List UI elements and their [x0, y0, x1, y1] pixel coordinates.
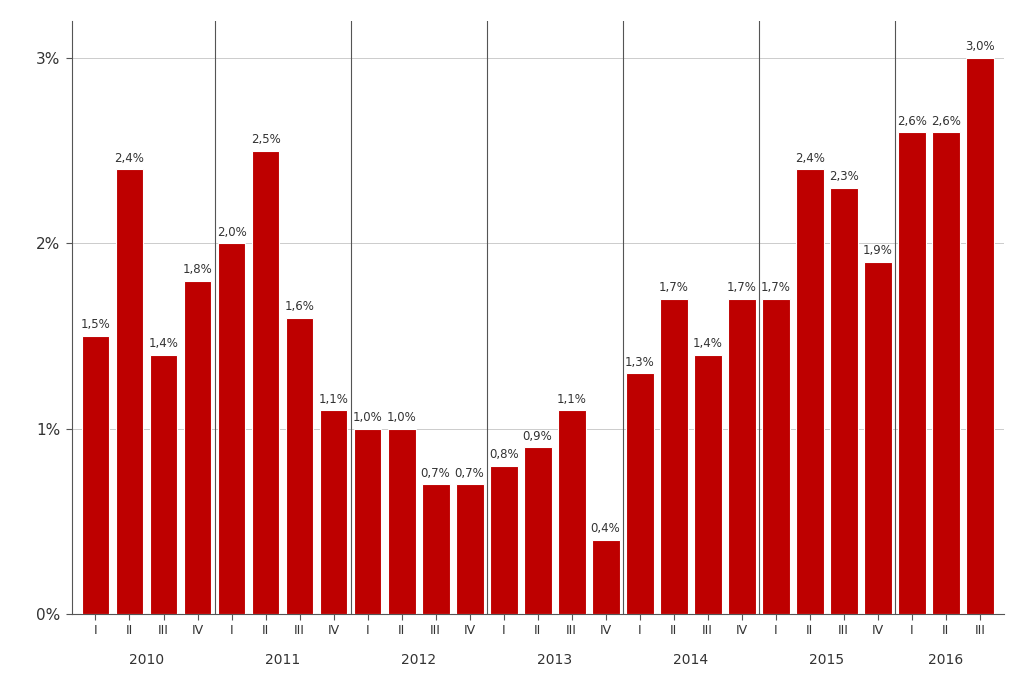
Text: 2011: 2011 — [265, 653, 300, 667]
Text: 2016: 2016 — [928, 653, 964, 667]
Bar — [286, 318, 313, 614]
Bar — [659, 299, 687, 614]
Text: 2,6%: 2,6% — [931, 114, 961, 128]
Text: 1,1%: 1,1% — [318, 393, 348, 406]
Text: 2,0%: 2,0% — [217, 225, 247, 239]
Text: 0,7%: 0,7% — [455, 467, 484, 480]
Text: 0,9%: 0,9% — [522, 430, 553, 443]
Text: 1,7%: 1,7% — [761, 281, 791, 295]
Bar — [966, 58, 993, 614]
Text: 0,8%: 0,8% — [488, 448, 518, 461]
Bar — [116, 170, 143, 614]
Bar — [82, 336, 110, 614]
Bar — [353, 429, 382, 614]
Text: 2014: 2014 — [673, 653, 709, 667]
Bar — [252, 151, 280, 614]
Text: 2013: 2013 — [537, 653, 572, 667]
Bar — [693, 355, 722, 614]
Bar — [150, 355, 177, 614]
Text: 2012: 2012 — [401, 653, 436, 667]
Bar — [489, 466, 517, 614]
Text: 2,6%: 2,6% — [897, 114, 927, 128]
Bar — [217, 244, 246, 614]
Text: 1,6%: 1,6% — [285, 300, 314, 313]
Text: 1,8%: 1,8% — [182, 263, 212, 276]
Bar — [932, 132, 959, 614]
Bar — [728, 299, 756, 614]
Bar — [829, 188, 858, 614]
Text: 1,0%: 1,0% — [352, 411, 382, 424]
Bar — [319, 410, 347, 614]
Text: 2,3%: 2,3% — [828, 170, 858, 183]
Bar — [422, 484, 450, 614]
Text: 1,5%: 1,5% — [81, 318, 111, 332]
Text: 1,7%: 1,7% — [658, 281, 688, 295]
Text: 1,4%: 1,4% — [692, 337, 723, 350]
Text: 1,7%: 1,7% — [727, 281, 757, 295]
Text: 2,5%: 2,5% — [251, 133, 281, 146]
Bar — [898, 132, 926, 614]
Text: 0,4%: 0,4% — [591, 522, 621, 535]
Bar — [456, 484, 483, 614]
Bar — [796, 170, 823, 614]
Bar — [523, 447, 552, 614]
Bar — [183, 281, 212, 614]
Bar — [864, 262, 892, 614]
Text: 1,1%: 1,1% — [557, 393, 587, 406]
Text: 3,0%: 3,0% — [965, 40, 994, 53]
Bar — [388, 429, 416, 614]
Text: 2015: 2015 — [809, 653, 844, 667]
Bar — [558, 410, 586, 614]
Text: 2010: 2010 — [129, 653, 164, 667]
Text: 1,0%: 1,0% — [387, 411, 417, 424]
Bar — [592, 540, 620, 614]
Text: 1,4%: 1,4% — [148, 337, 178, 350]
Text: 1,3%: 1,3% — [625, 355, 654, 369]
Text: 2,4%: 2,4% — [795, 151, 824, 165]
Text: 1,9%: 1,9% — [863, 244, 893, 258]
Text: 0,7%: 0,7% — [421, 467, 451, 480]
Text: 2,4%: 2,4% — [115, 151, 144, 165]
Bar — [762, 299, 790, 614]
Bar — [626, 373, 653, 614]
